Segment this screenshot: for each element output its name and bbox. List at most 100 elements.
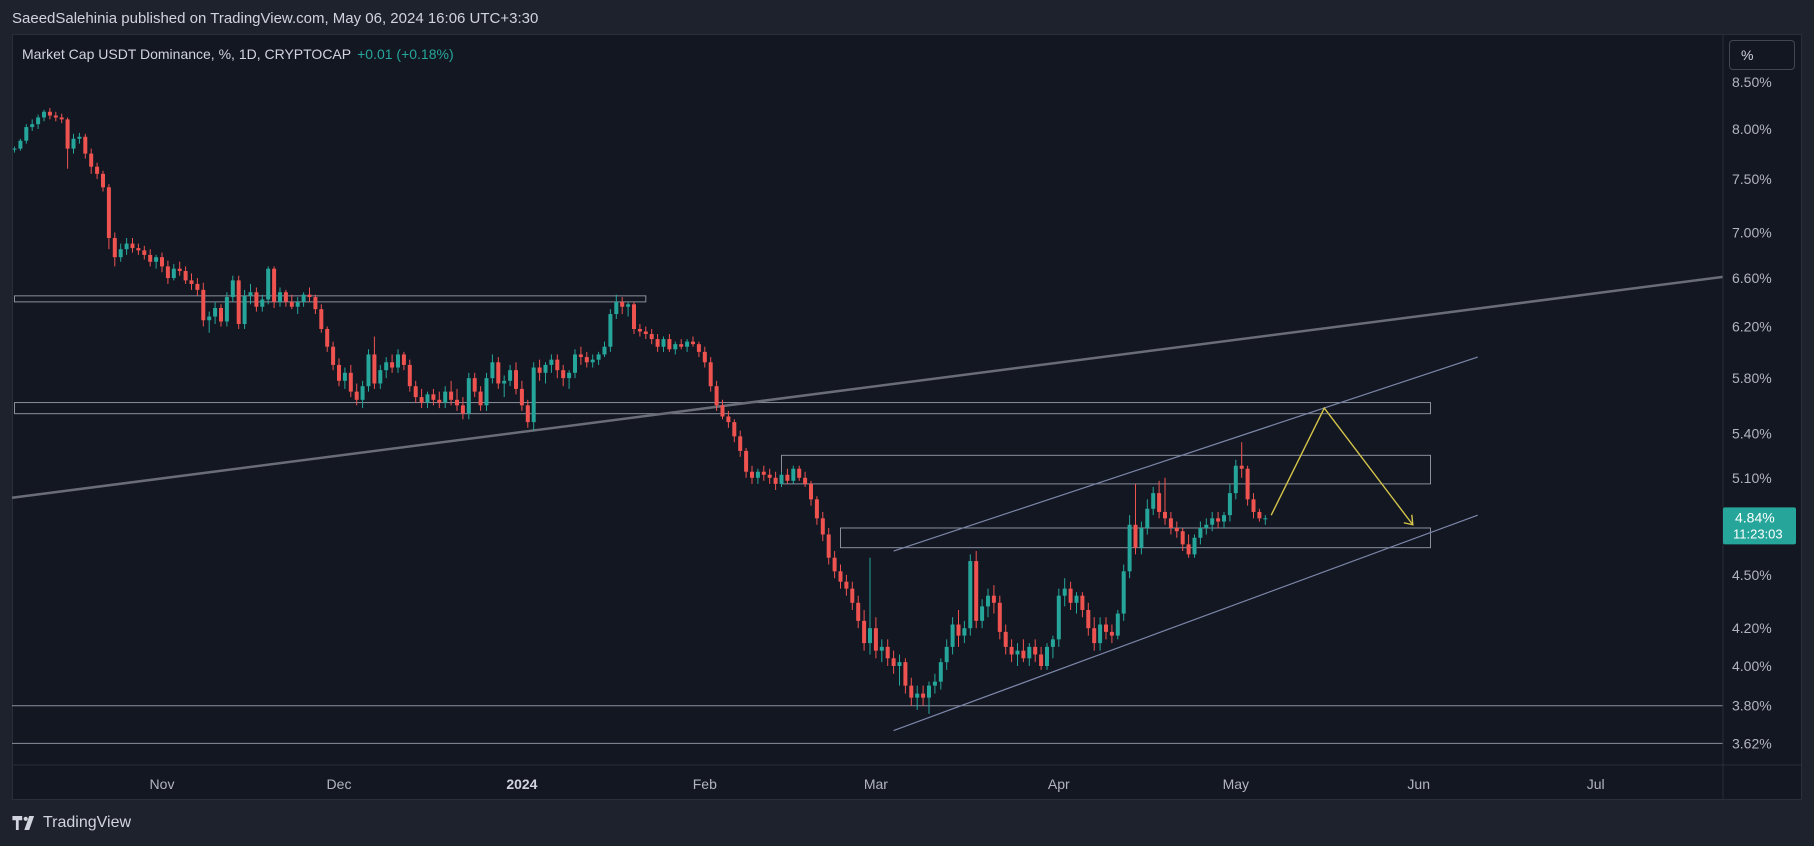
candle[interactable] (868, 557, 872, 655)
candle[interactable] (596, 351, 601, 365)
candle[interactable] (637, 323, 642, 337)
candle[interactable] (219, 304, 223, 327)
candle[interactable] (862, 609, 867, 651)
candle[interactable] (1086, 602, 1091, 636)
candle[interactable] (266, 266, 271, 305)
candle[interactable] (1263, 515, 1268, 525)
candle[interactable] (484, 372, 489, 411)
candle[interactable] (514, 362, 518, 395)
candle[interactable] (1204, 518, 1209, 535)
candle[interactable] (148, 249, 153, 267)
candle[interactable] (1216, 511, 1221, 528)
candle[interactable] (1098, 617, 1103, 651)
candle[interactable] (986, 588, 990, 618)
candle[interactable] (1021, 639, 1026, 663)
candle[interactable] (1092, 617, 1097, 651)
candle[interactable] (207, 311, 212, 333)
candle[interactable] (555, 354, 560, 379)
candle[interactable] (891, 650, 896, 674)
candle[interactable] (372, 336, 377, 389)
candle[interactable] (1139, 521, 1144, 555)
resistance-zone-6-4[interactable] (14, 295, 647, 303)
candle[interactable] (101, 170, 105, 192)
candle[interactable] (620, 297, 625, 315)
resistance-zone-5-1[interactable] (781, 454, 1431, 485)
candle[interactable] (425, 391, 430, 409)
candle[interactable] (997, 595, 1002, 640)
candle[interactable] (974, 551, 979, 629)
candle[interactable] (455, 388, 459, 411)
long-trendline[interactable] (11, 275, 1724, 500)
candle[interactable] (342, 367, 347, 389)
candle[interactable] (272, 266, 277, 308)
candle[interactable] (714, 380, 719, 411)
candle[interactable] (289, 294, 294, 310)
candle[interactable] (378, 364, 383, 389)
candle[interactable] (537, 359, 542, 381)
candle[interactable] (195, 278, 200, 296)
candle[interactable] (1056, 588, 1061, 647)
candle[interactable] (1009, 639, 1014, 663)
candle[interactable] (667, 334, 672, 352)
candle[interactable] (608, 309, 613, 352)
candle[interactable] (177, 261, 182, 276)
candle[interactable] (1039, 646, 1044, 670)
candle[interactable] (154, 254, 159, 269)
candle[interactable] (773, 471, 778, 491)
candle[interactable] (726, 410, 731, 428)
candle[interactable] (59, 113, 64, 124)
candle[interactable] (142, 245, 147, 260)
candle[interactable] (696, 341, 701, 358)
candle[interactable] (702, 346, 707, 368)
candle[interactable] (89, 148, 94, 174)
candle[interactable] (708, 357, 713, 392)
candle[interactable] (779, 471, 784, 487)
candle[interactable] (1227, 483, 1232, 522)
candle[interactable] (348, 364, 353, 398)
channel-upper-line[interactable] (893, 356, 1478, 552)
candle[interactable] (1257, 508, 1262, 522)
candle[interactable] (525, 399, 530, 428)
candle[interactable] (584, 351, 589, 368)
candle[interactable] (472, 372, 477, 398)
candle[interactable] (419, 388, 424, 409)
candle[interactable] (130, 238, 135, 253)
candle[interactable] (407, 359, 412, 392)
candle[interactable] (437, 391, 442, 409)
candle[interactable] (968, 554, 973, 636)
candle[interactable] (254, 287, 259, 312)
candle[interactable] (390, 354, 395, 373)
candle[interactable] (496, 357, 501, 389)
candle[interactable] (53, 111, 58, 122)
candle[interactable] (313, 294, 318, 315)
candle[interactable] (1239, 442, 1244, 478)
candle[interactable] (903, 658, 908, 694)
candle[interactable] (508, 364, 513, 387)
candle[interactable] (519, 380, 524, 411)
projection-line[interactable] (1270, 406, 1414, 526)
candle[interactable] (136, 243, 141, 255)
candle[interactable] (632, 301, 636, 335)
candle[interactable] (396, 349, 400, 373)
candle[interactable] (1027, 643, 1032, 666)
candle[interactable] (567, 370, 572, 389)
candle[interactable] (826, 527, 831, 565)
candle[interactable] (626, 301, 631, 317)
support-resistance-zones[interactable] (14, 295, 1431, 549)
candle[interactable] (614, 294, 619, 320)
candle[interactable] (331, 341, 336, 371)
candle[interactable] (295, 297, 300, 315)
candle[interactable] (873, 617, 878, 659)
candle[interactable] (1062, 578, 1067, 607)
candle[interactable] (1133, 483, 1138, 555)
candle[interactable] (30, 119, 35, 131)
candle[interactable] (691, 336, 695, 347)
candle[interactable] (844, 574, 849, 596)
candle[interactable] (466, 372, 471, 420)
candle[interactable] (1210, 511, 1215, 532)
candle[interactable] (549, 354, 554, 373)
candle[interactable] (921, 685, 926, 706)
candle[interactable] (83, 133, 88, 159)
candle[interactable] (118, 243, 123, 262)
candle[interactable] (283, 289, 288, 307)
